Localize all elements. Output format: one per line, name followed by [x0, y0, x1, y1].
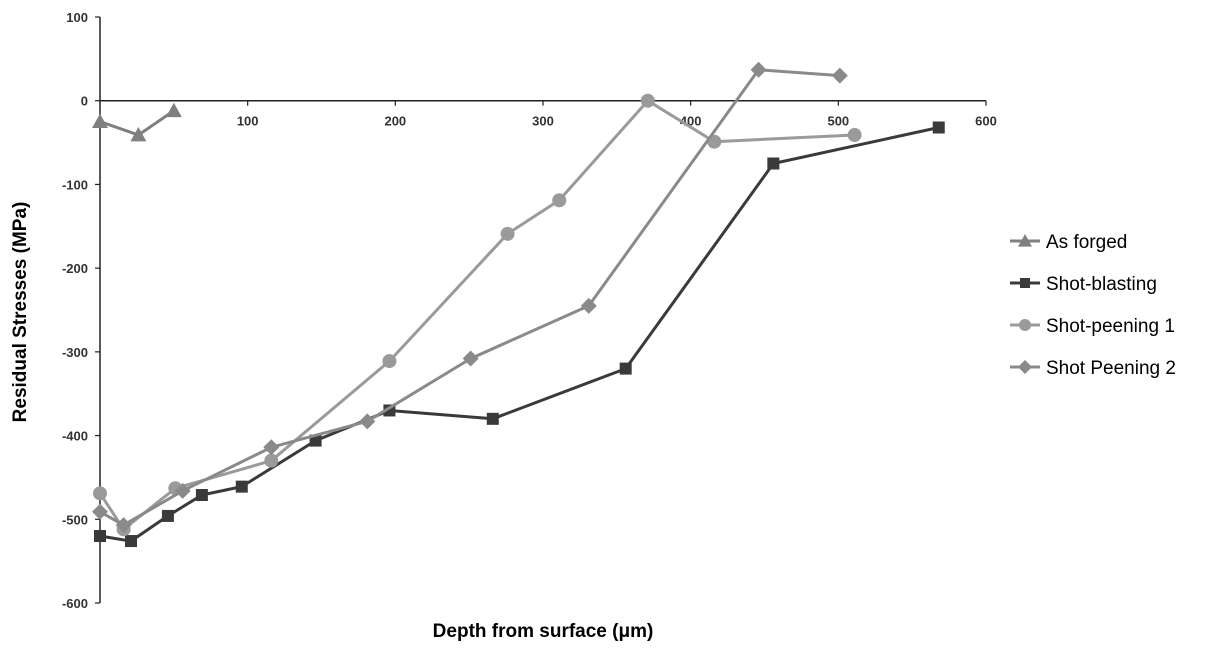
legend-entry: As forged	[1010, 232, 1127, 253]
legend-marker	[1019, 319, 1031, 331]
x-tick-label: 100	[237, 114, 259, 129]
y-tick-label: -600	[62, 596, 88, 611]
y-tick-label: -400	[62, 429, 88, 444]
legend-marker	[1018, 360, 1032, 374]
data-point	[130, 127, 147, 142]
legend-entry: Shot Peening 2	[1010, 358, 1176, 379]
y-tick-label: -300	[62, 345, 88, 360]
data-point	[831, 67, 848, 84]
data-point	[382, 354, 397, 369]
data-point	[235, 480, 248, 493]
legend-label: Shot-peening 1	[1046, 316, 1175, 337]
data-point	[462, 350, 479, 367]
series-line	[98, 99, 855, 531]
series-diamond	[92, 61, 848, 534]
x-tick-label: 300	[532, 114, 554, 129]
legend-marker	[1020, 278, 1030, 288]
plot-area	[92, 61, 945, 548]
data-point	[94, 530, 106, 543]
y-axis-title: Residual Stresses (MPa)	[10, 202, 31, 423]
data-point	[165, 102, 182, 118]
data-point	[115, 517, 132, 534]
legend-label: Shot-blasting	[1046, 274, 1157, 295]
series-triangle	[92, 102, 182, 142]
series-line	[99, 68, 840, 527]
data-point	[619, 362, 632, 375]
y-tick-label: -500	[62, 512, 88, 527]
data-point	[125, 535, 138, 548]
legend-entry: Shot-peening 1	[1010, 316, 1175, 337]
data-point	[500, 226, 515, 241]
y-tick-label: -200	[62, 261, 88, 276]
data-point	[195, 489, 208, 502]
axes	[95, 16, 987, 604]
data-point	[932, 121, 945, 134]
series-circle	[93, 93, 862, 537]
data-point	[580, 297, 597, 314]
data-point	[552, 193, 567, 208]
data-point	[174, 482, 191, 499]
x-tick-label: 600	[975, 114, 997, 129]
legend: As forged Shot-blasting Shot-peening 1 Shot…	[1010, 232, 1176, 379]
legend-entry: Shot-blasting	[1010, 274, 1157, 295]
x-tick-label: 500	[827, 114, 849, 129]
data-point	[486, 412, 499, 425]
data-point	[750, 61, 767, 78]
data-point	[264, 453, 279, 468]
y-tick-label: 100	[66, 10, 88, 25]
data-point	[640, 93, 655, 108]
data-point	[93, 486, 107, 501]
data-point	[92, 113, 108, 129]
data-point	[92, 503, 108, 520]
data-point	[161, 509, 174, 522]
data-point	[847, 128, 862, 143]
data-point	[767, 157, 780, 170]
legend-label: As forged	[1046, 232, 1127, 253]
legend-label: Shot Peening 2	[1046, 358, 1176, 379]
data-point	[263, 439, 280, 456]
series-line	[99, 126, 940, 543]
x-axis-title: Depth from surface (μm)	[433, 621, 654, 642]
legend-marker	[1018, 234, 1032, 247]
y-tick-label: 0	[81, 94, 88, 109]
data-point	[359, 413, 376, 430]
x-tick-label: 200	[384, 114, 406, 129]
y-tick-label: -100	[62, 177, 88, 192]
series-square	[94, 121, 945, 548]
